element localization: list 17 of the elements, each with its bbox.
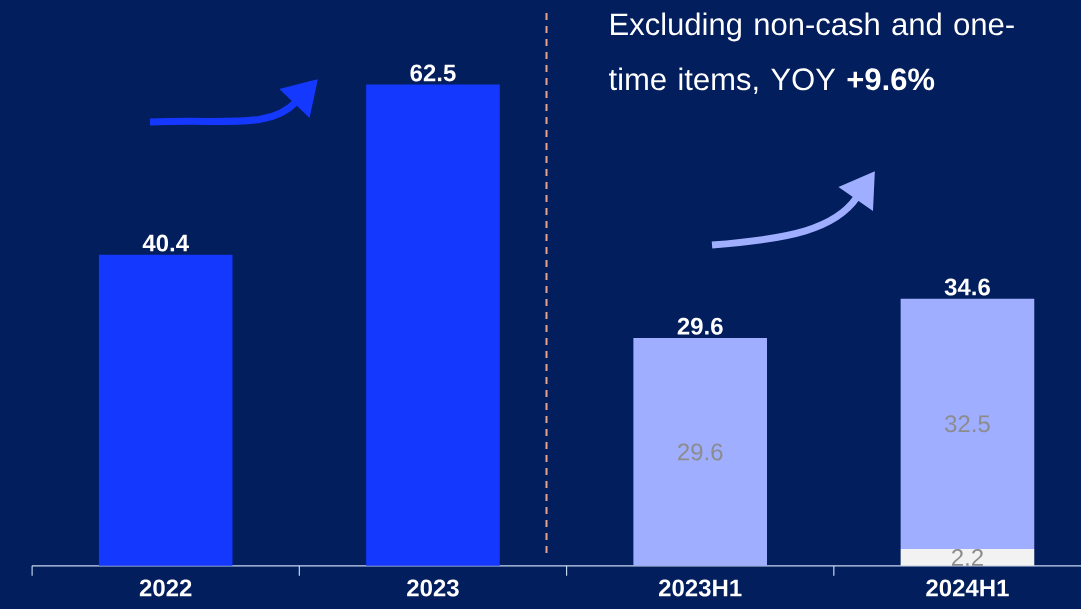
x-tick-label: 2022: [139, 579, 192, 597]
data-label: 2.2: [951, 549, 983, 566]
bar: [900, 548, 1035, 566]
bar: [366, 84, 500, 566]
bar: [98, 254, 233, 566]
annotation: Excluding non-cash and one-time items, YOY +9.6%: [609, 12, 1014, 94]
x-tick-label: 2023H1: [659, 579, 742, 597]
x-tick-label: 2023: [407, 579, 459, 597]
data-label: 32.5: [945, 415, 990, 433]
bar: [900, 298, 1035, 549]
bar: [633, 337, 768, 566]
total-label: 40.4: [142, 234, 189, 252]
total-label: 62.5: [410, 64, 456, 82]
x-tick-label: 2024H1: [926, 579, 1009, 597]
total-label: 34.6: [944, 278, 990, 296]
total-label: 29.6: [677, 317, 723, 335]
data-label: 29.6: [678, 443, 723, 461]
